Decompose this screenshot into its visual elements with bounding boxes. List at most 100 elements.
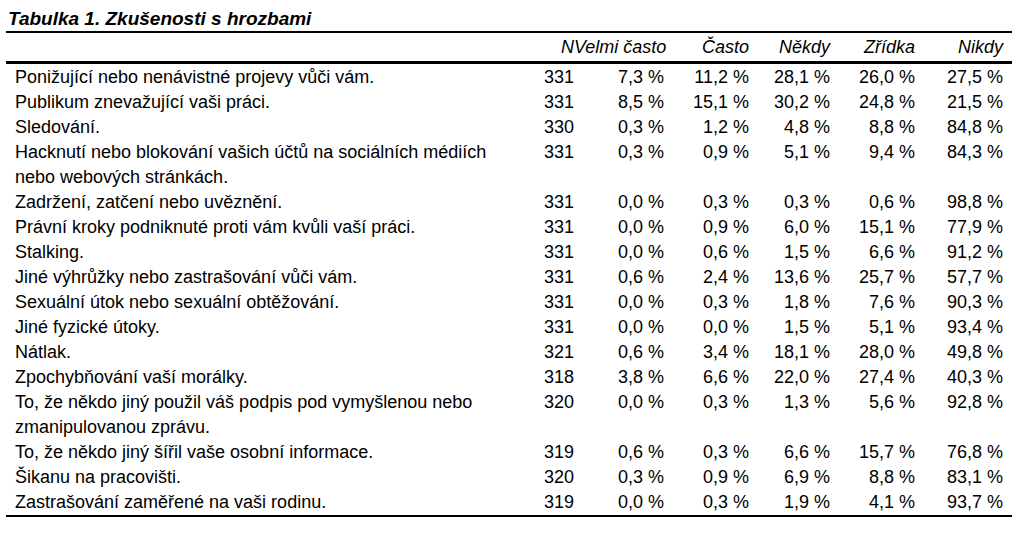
cell-value: 0,6 % — [830, 190, 915, 215]
cell-n: 319 — [520, 440, 574, 465]
cell-value: 9,4 % — [830, 140, 915, 190]
cell-value: 76,8 % — [915, 440, 1012, 465]
row-label: Nátlak. — [6, 340, 520, 365]
cell-value: 0,3 % — [749, 190, 830, 215]
cell-value: 1,5 % — [749, 315, 830, 340]
cell-n: 319 — [520, 490, 574, 516]
cell-value: 13,6 % — [749, 265, 830, 290]
cell-value: 30,2 % — [749, 90, 830, 115]
table-row: Hacknutí nebo blokování vašich účtů na s… — [6, 140, 1012, 190]
row-label: Jiné výhrůžky nebo zastrašování vůči vám… — [6, 265, 520, 290]
table-body: Ponižující nebo nenávistné projevy vůči … — [6, 63, 1012, 517]
row-label: Zpochybňování vaší morálky. — [6, 365, 520, 390]
cell-value: 0,3 % — [574, 115, 664, 140]
row-label: Publikum znevažující vaši práci. — [6, 90, 520, 115]
cell-value: 93,7 % — [915, 490, 1012, 516]
cell-value: 91,2 % — [915, 240, 1012, 265]
cell-value: 7,3 % — [574, 63, 664, 91]
table-row: To, že někdo jiný šířil vaše osobní info… — [6, 440, 1012, 465]
cell-value: 4,1 % — [830, 490, 915, 516]
cell-value: 2,4 % — [664, 265, 749, 290]
cell-value: 28,0 % — [830, 340, 915, 365]
cell-value: 6,6 % — [664, 365, 749, 390]
cell-value: 11,2 % — [664, 63, 749, 91]
cell-value: 5,1 % — [749, 140, 830, 190]
cell-value: 0,0 % — [574, 315, 664, 340]
cell-n: 330 — [520, 115, 574, 140]
threats-table: N Velmi často Často Někdy Zřídka Nikdy P… — [6, 31, 1012, 517]
cell-n: 331 — [520, 265, 574, 290]
cell-value: 3,4 % — [664, 340, 749, 365]
cell-value: 0,0 % — [574, 215, 664, 240]
cell-value: 0,3 % — [574, 140, 664, 190]
cell-value: 0,6 % — [574, 440, 664, 465]
cell-n: 331 — [520, 63, 574, 91]
table-header: N Velmi často Často Někdy Zřídka Nikdy — [6, 32, 1012, 63]
cell-value: 0,0 % — [574, 190, 664, 215]
cell-value: 1,2 % — [664, 115, 749, 140]
table-row: Stalking.3310,0 %0,6 %1,5 %6,6 %91,2 % — [6, 240, 1012, 265]
cell-value: 4,8 % — [749, 115, 830, 140]
cell-value: 40,3 % — [915, 365, 1012, 390]
cell-value: 15,1 % — [830, 215, 915, 240]
table-row: Publikum znevažující vaši práci.3318,5 %… — [6, 90, 1012, 115]
row-label: Stalking. — [6, 240, 520, 265]
cell-value: 6,9 % — [749, 465, 830, 490]
cell-value: 7,6 % — [830, 290, 915, 315]
cell-value: 0,6 % — [574, 265, 664, 290]
cell-value: 6,0 % — [749, 215, 830, 240]
cell-value: 0,9 % — [664, 215, 749, 240]
cell-value: 5,6 % — [830, 390, 915, 440]
cell-n: 331 — [520, 140, 574, 190]
header-col-casto: Často — [664, 32, 749, 63]
cell-value: 1,8 % — [749, 290, 830, 315]
table-row: Nátlak.3210,6 %3,4 %18,1 %28,0 %49,8 % — [6, 340, 1012, 365]
cell-value: 15,7 % — [830, 440, 915, 465]
cell-value: 0,6 % — [664, 240, 749, 265]
header-col-nikdy: Nikdy — [915, 32, 1012, 63]
table-row: Zpochybňování vaší morálky.3183,8 %6,6 %… — [6, 365, 1012, 390]
cell-value: 25,7 % — [830, 265, 915, 290]
cell-n: 331 — [520, 315, 574, 340]
row-label: Zastrašování zaměřené na vaši rodinu. — [6, 490, 520, 516]
cell-n: 321 — [520, 340, 574, 365]
cell-value: 0,9 % — [664, 465, 749, 490]
cell-value: 77,9 % — [915, 215, 1012, 240]
cell-value: 3,8 % — [574, 365, 664, 390]
cell-value: 24,8 % — [830, 90, 915, 115]
cell-value: 0,9 % — [664, 140, 749, 190]
cell-value: 0,0 % — [664, 315, 749, 340]
header-col-zridka: Zřídka — [830, 32, 915, 63]
cell-value: 8,5 % — [574, 90, 664, 115]
cell-value: 21,5 % — [915, 90, 1012, 115]
cell-value: 8,8 % — [830, 465, 915, 490]
cell-value: 0,0 % — [574, 240, 664, 265]
cell-value: 98,8 % — [915, 190, 1012, 215]
cell-value: 1,3 % — [749, 390, 830, 440]
cell-value: 83,1 % — [915, 465, 1012, 490]
cell-n: 331 — [520, 290, 574, 315]
cell-value: 93,4 % — [915, 315, 1012, 340]
cell-value: 0,3 % — [664, 440, 749, 465]
cell-value: 6,6 % — [749, 440, 830, 465]
cell-value: 1,9 % — [749, 490, 830, 516]
cell-value: 8,8 % — [830, 115, 915, 140]
cell-n: 331 — [520, 240, 574, 265]
cell-value: 0,3 % — [664, 190, 749, 215]
cell-value: 0,3 % — [664, 290, 749, 315]
table-row: Zadržení, zatčení nebo uvěznění.3310,0 %… — [6, 190, 1012, 215]
cell-value: 0,3 % — [664, 390, 749, 440]
document-page: Tabulka 1. Zkušenosti s hrozbami N Velmi… — [0, 0, 1024, 559]
cell-value: 84,8 % — [915, 115, 1012, 140]
row-label: To, že někdo jiný použil váš podpis pod … — [6, 390, 520, 440]
row-label: Šikanu na pracovišti. — [6, 465, 520, 490]
header-col-nekdy: Někdy — [749, 32, 830, 63]
cell-value: 0,3 % — [574, 465, 664, 490]
cell-value: 84,3 % — [915, 140, 1012, 190]
cell-value: 27,4 % — [830, 365, 915, 390]
cell-n: 320 — [520, 465, 574, 490]
cell-value: 18,1 % — [749, 340, 830, 365]
cell-n: 318 — [520, 365, 574, 390]
row-label: Jiné fyzické útoky. — [6, 315, 520, 340]
table-row: To, že někdo jiný použil váš podpis pod … — [6, 390, 1012, 440]
